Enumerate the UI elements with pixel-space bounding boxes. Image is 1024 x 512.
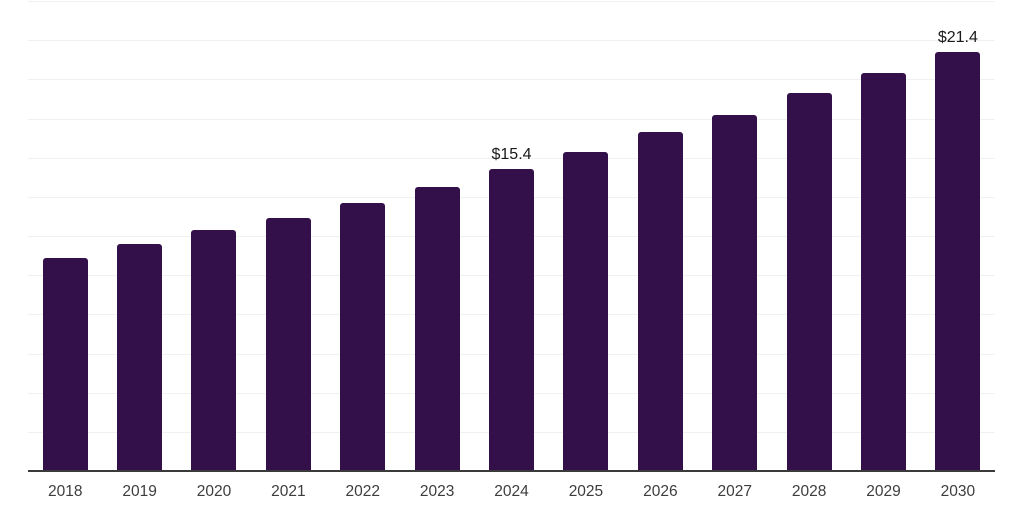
bar-2020[interactable] — [191, 230, 237, 471]
gridline-16 — [28, 157, 995, 159]
bar-2019[interactable] — [117, 243, 163, 471]
bar-slot-2021 — [251, 1, 325, 471]
plot-area: $15.4 $21.4 — [28, 1, 995, 471]
bar-2023[interactable] — [414, 187, 460, 471]
gridline-24 — [28, 1, 995, 2]
x-tick-2026: 2026 — [643, 483, 678, 500]
bar-2029[interactable] — [860, 73, 906, 471]
gridline-20 — [28, 79, 995, 81]
bar-slot-2025 — [549, 1, 623, 471]
bar-2026[interactable] — [637, 132, 683, 471]
bar-slot-2029 — [846, 1, 920, 471]
x-tick-2030: 2030 — [940, 483, 976, 500]
x-tick-2022: 2022 — [345, 483, 380, 500]
bar-2024[interactable] — [489, 169, 535, 471]
bars-row: $15.4 $21.4 — [28, 1, 995, 471]
x-tick-2029: 2029 — [866, 483, 901, 500]
bar-2022[interactable] — [340, 202, 386, 471]
bar-slot-2022 — [326, 1, 400, 471]
data-label-2030: $21.4 — [937, 28, 978, 46]
data-label-2024: $15.4 — [491, 146, 532, 164]
bar-slot-2027 — [698, 1, 772, 471]
bar-slot-2019 — [102, 1, 176, 471]
bar-2028[interactable] — [786, 93, 832, 471]
x-tick-2028: 2028 — [791, 483, 827, 500]
gridline-22 — [28, 40, 995, 42]
x-axis-line — [28, 470, 995, 472]
bar-2025[interactable] — [563, 151, 609, 471]
gridline-18 — [28, 118, 995, 120]
x-tick-2025: 2025 — [568, 483, 604, 500]
bar-2027[interactable] — [712, 114, 758, 471]
x-tick-2024: 2024 — [494, 483, 529, 500]
x-axis-tick-labels: 2018 2019 2020 2021 2022 2023 2024 2025 2026 2027… — [28, 483, 995, 501]
x-tick-2019: 2019 — [122, 483, 157, 500]
bar-slot-2030: $21.4 — [921, 1, 995, 471]
x-tick-2021: 2021 — [271, 483, 306, 500]
bar-slot-2024: $15.4 — [474, 1, 548, 471]
bar-2018[interactable] — [42, 257, 88, 471]
bar-slot-2018 — [28, 1, 102, 471]
x-tick-2027: 2027 — [717, 483, 752, 500]
bar-2021[interactable] — [265, 218, 311, 471]
x-tick-2020: 2020 — [196, 483, 232, 500]
x-tick-2023: 2023 — [419, 483, 455, 500]
x-tick-2018: 2018 — [47, 483, 83, 500]
bar-slot-2023 — [400, 1, 474, 471]
bar-2030[interactable] — [935, 51, 981, 471]
bar-slot-2028 — [772, 1, 846, 471]
bar-slot-2020 — [177, 1, 251, 471]
bar-slot-2026 — [623, 1, 697, 471]
